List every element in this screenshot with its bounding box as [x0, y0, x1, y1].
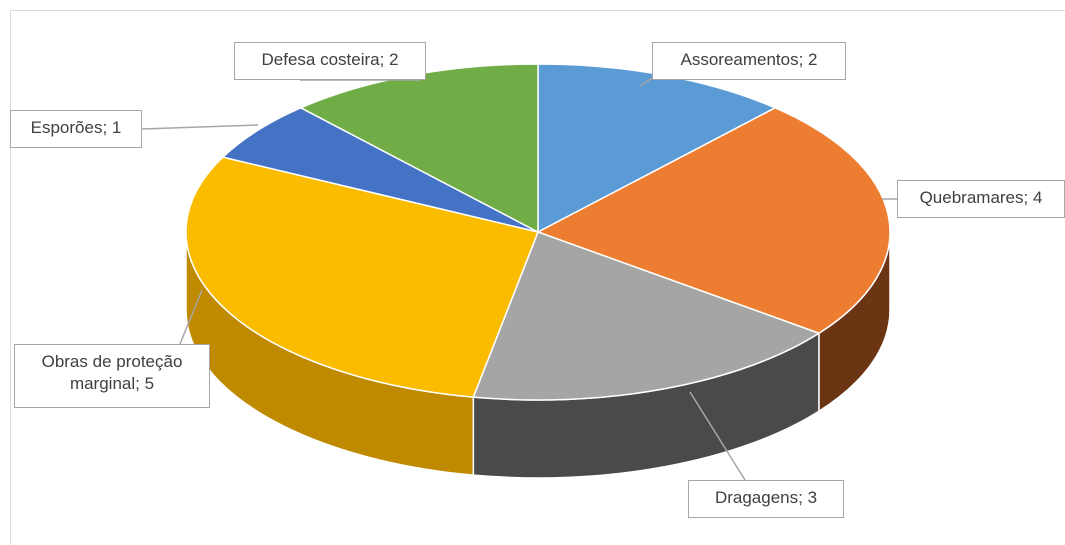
pie-tops — [185, 63, 891, 401]
leader-line — [639, 77, 653, 87]
data-label: Assoreamentos; 2 — [652, 42, 846, 80]
data-label: Obras de proteção marginal; 5 — [14, 344, 210, 408]
data-label: Dragagens; 3 — [688, 480, 844, 518]
data-label: Esporões; 1 — [10, 110, 142, 148]
pie-slice — [221, 107, 539, 233]
leader-line — [689, 391, 746, 481]
pie-sides — [185, 231, 891, 479]
leader-line — [179, 289, 203, 345]
pie-slice — [472, 231, 821, 401]
pie-slice — [536, 107, 891, 335]
chart-frame — [10, 10, 1065, 545]
pie-slice — [185, 156, 540, 398]
leader-line — [141, 124, 259, 130]
data-label: Defesa costeira; 2 — [234, 42, 426, 80]
data-label: Quebramares; 4 — [897, 180, 1065, 218]
